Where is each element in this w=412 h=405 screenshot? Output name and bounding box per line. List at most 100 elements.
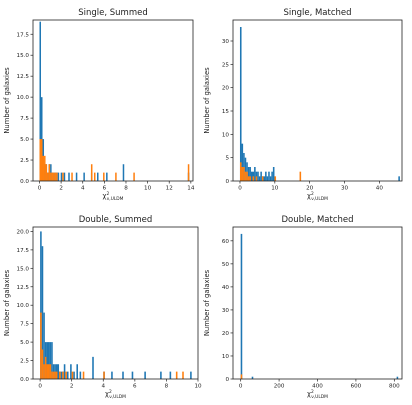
x-tick-label: 2 — [70, 384, 74, 390]
bar — [66, 371, 69, 379]
x-tick-label: 2 — [59, 186, 63, 192]
bar — [269, 176, 272, 181]
bar — [47, 172, 49, 181]
x-tick-label: 8 — [165, 384, 169, 390]
bar — [41, 349, 44, 379]
x-tick-label: 8 — [124, 186, 128, 192]
bar — [182, 371, 184, 379]
x-tick-label: 14 — [187, 186, 195, 192]
bar — [52, 371, 55, 379]
y-tick-label: 7.5 — [20, 322, 29, 328]
bar — [55, 371, 58, 379]
bar — [133, 172, 135, 181]
x-tick-label: 6 — [133, 384, 137, 390]
bar — [247, 176, 250, 181]
y-axis-label: Number of galaxies — [203, 67, 211, 134]
bar — [46, 364, 48, 379]
bar — [241, 167, 244, 181]
y-tick-label: 0.0 — [20, 377, 29, 383]
y-axis-label: Number of galaxies — [3, 67, 11, 134]
panel-double-matched: Double, Matched Number of galaxies χ2 ν,U… — [203, 215, 403, 400]
x-tick-label: 40 — [376, 186, 384, 192]
bar — [44, 155, 46, 181]
y-tick-label: 30 — [222, 39, 230, 45]
y-tick-label: 5 — [225, 156, 229, 162]
y-tick-label: 12.5 — [17, 74, 30, 80]
bar — [71, 172, 73, 181]
bar — [48, 342, 50, 379]
bar — [268, 171, 270, 181]
bar — [258, 176, 261, 181]
bar — [246, 171, 248, 181]
y-tick-label: 10 — [222, 132, 230, 138]
x-tick-label: 0 — [239, 384, 243, 390]
y-tick-label: 20 — [222, 86, 230, 92]
bar — [39, 139, 41, 181]
x-tick-label: 800 — [389, 384, 400, 390]
bar — [79, 371, 82, 379]
bar — [62, 371, 64, 379]
y-tick-label: 5.0 — [20, 340, 29, 346]
x-tick-label: 10 — [144, 186, 152, 192]
bar — [60, 371, 63, 379]
bar — [255, 176, 258, 181]
bar — [272, 167, 275, 181]
x-tick-label: 12 — [166, 186, 173, 192]
y-tick-label: 10.0 — [17, 95, 30, 101]
bars-group — [39, 21, 190, 182]
bar — [90, 164, 93, 181]
bar — [271, 171, 273, 181]
bar — [103, 371, 105, 379]
bar — [54, 371, 56, 379]
plot-frame — [232, 19, 403, 182]
bar — [251, 376, 254, 379]
bars-group — [240, 233, 399, 379]
bar — [244, 157, 247, 181]
panel-single-matched: Single, Matched Number of galaxies χ2 ν,U… — [203, 8, 403, 202]
bar — [252, 176, 255, 181]
y-tick-label: 0 — [225, 377, 229, 383]
bar — [260, 171, 262, 181]
y-tick-label: 17.5 — [17, 248, 30, 254]
x-axis-label: χ2 ν,ULDM — [307, 191, 328, 202]
x-tick-label: 6 — [103, 186, 107, 192]
x-tick-label: 0 — [38, 384, 42, 390]
y-axis-label: Number of galaxies — [3, 269, 11, 336]
chart-title: Single, Summed — [78, 8, 148, 18]
bar — [49, 342, 52, 379]
y-tick-label: 0 — [225, 179, 229, 185]
bar — [82, 371, 85, 379]
y-tick-label: 25 — [222, 62, 230, 68]
x-tick-label: 400 — [312, 384, 323, 390]
y-tick-label: 15.0 — [17, 53, 30, 59]
y-tick-label: 20 — [222, 331, 230, 337]
bar — [43, 364, 45, 379]
bar — [83, 172, 85, 181]
y-tick-label: 60 — [222, 239, 230, 245]
bar — [41, 139, 43, 181]
panel-single-summed: Single, Summed Number of galaxies χ2 ν,UL… — [3, 8, 195, 202]
x-tick-label: 0 — [38, 186, 42, 192]
bar — [44, 356, 47, 379]
bar — [169, 371, 172, 379]
y-tick-label: 17.5 — [17, 32, 30, 38]
bar — [97, 172, 99, 181]
y-axis-label: Number of galaxies — [203, 269, 211, 336]
bar — [187, 164, 190, 181]
y-tick-label: 50 — [222, 262, 230, 268]
bar — [261, 176, 264, 181]
x-tick-label: 30 — [341, 186, 349, 192]
plot-frame — [32, 226, 199, 380]
bar — [59, 371, 61, 379]
bar — [57, 172, 60, 181]
bar — [45, 164, 48, 181]
bar — [48, 164, 51, 181]
bar — [54, 172, 57, 181]
panel-double-summed: Double, Summed Number of galaxies χ2 ν,UL… — [3, 215, 202, 400]
bar — [57, 364, 60, 379]
bar — [49, 364, 52, 379]
bar — [247, 167, 250, 181]
bar — [68, 172, 70, 181]
bar — [249, 167, 251, 181]
bar — [76, 364, 78, 379]
